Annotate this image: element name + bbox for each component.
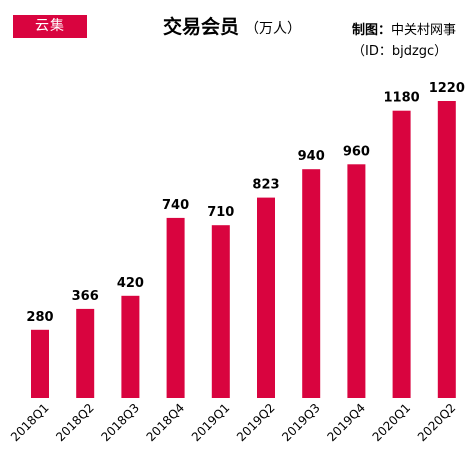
credit-author: 中关村网事 [391,23,457,38]
value-label-2018Q2: 366 [72,289,99,304]
x-tick-label-2020Q2: 2020Q2 [415,401,459,445]
value-label-2018Q1: 280 [26,310,53,325]
brand-badge: 云集 [13,15,87,38]
bar-2018Q2 [76,308,95,398]
x-tick-label-2019Q4: 2019Q4 [324,401,368,445]
value-label-2020Q1: 1180 [384,91,420,106]
bar-2019Q3 [302,169,321,398]
bar-2019Q2 [257,197,275,398]
value-labels-layer: 280 366 420 740 710 823 940 960 1180 1220 [26,81,464,325]
x-tick-labels-layer: 2018Q1 2018Q2 2018Q3 2018Q4 2019Q1 2019Q2 2019… [8,401,458,445]
x-tick-label-2018Q2: 2018Q2 [53,401,97,445]
x-tick-label-2018Q1: 2018Q1 [8,401,52,445]
value-label-2018Q3: 420 [117,276,144,291]
x-tick-label-2018Q3: 2018Q3 [98,401,142,445]
chart-title: 交易会员 [163,16,240,38]
bar-2020Q1 [392,110,411,398]
x-tick-label-2020Q1: 2020Q1 [370,401,414,445]
chart-header: 交易会员 （万人） [163,12,301,39]
value-label-2020Q2: 1220 [429,81,465,96]
bars-layer [31,101,456,398]
bar-2019Q1 [211,225,230,398]
bar-2018Q3 [121,295,140,398]
bar-2018Q1 [31,329,49,398]
x-tick-label-2019Q1: 2019Q1 [189,401,233,445]
value-label-2019Q2: 823 [252,178,279,193]
credit-line: 制图：中关村网事 [352,19,456,38]
value-label-2018Q4: 740 [162,198,189,213]
x-tick-label-2018Q4: 2018Q4 [144,401,188,445]
credit-id: （ID：bjdzgc） [352,44,448,59]
value-label-2019Q4: 960 [343,144,370,159]
value-label-2019Q3: 940 [298,149,325,164]
x-tick-label-2019Q3: 2019Q3 [279,401,323,445]
x-tick-label-2019Q2: 2019Q2 [234,401,278,445]
bar-2019Q4 [347,164,366,398]
bar-2018Q4 [166,217,185,398]
bar-2020Q2 [437,101,456,398]
chart-unit: （万人） [245,21,302,37]
credit-label: 制图： [352,23,392,38]
value-label-2019Q1: 710 [207,205,234,220]
